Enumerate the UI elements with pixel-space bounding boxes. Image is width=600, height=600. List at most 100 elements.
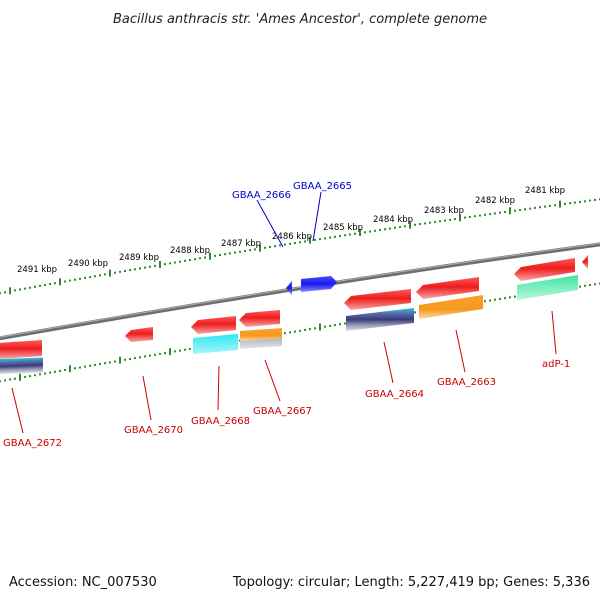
minor-tick (89, 364, 91, 367)
minor-tick (49, 371, 51, 374)
gene-label[interactable]: adP-1 (542, 359, 570, 370)
minor-tick (349, 233, 351, 236)
minor-tick (179, 260, 181, 263)
gene-label[interactable]: GBAA_2672 (3, 438, 62, 449)
minor-tick (0, 292, 1, 295)
gene-label[interactable]: GBAA_2663 (437, 377, 496, 388)
minor-tick (64, 369, 66, 371)
forward-genes (286, 255, 588, 295)
minor-tick (79, 366, 81, 369)
minor-tick (34, 374, 36, 377)
minor-tick (129, 269, 131, 272)
kbp-label: 2485 kbp (323, 223, 363, 233)
minor-tick (0, 380, 1, 383)
kbp-label: 2481 kbp (525, 186, 565, 196)
minor-tick (149, 265, 151, 268)
gene-arrow-red[interactable] (514, 258, 575, 281)
minor-tick (489, 213, 491, 216)
minor-tick (139, 356, 141, 359)
gene-label[interactable]: GBAA_2664 (365, 389, 424, 400)
outer-tick-track (0, 198, 600, 295)
minor-tick (354, 232, 356, 235)
gene-label[interactable]: GBAA_2668 (191, 416, 250, 427)
gene-arrow-red[interactable] (239, 310, 280, 327)
cds-stripe[interactable] (346, 308, 414, 331)
gene-label[interactable]: GBAA_2667 (253, 406, 312, 417)
minor-tick (449, 218, 451, 221)
minor-tick (294, 242, 296, 244)
map-title: Bacillus anthracis str. 'Ames Ancestor',… (113, 12, 487, 27)
minor-tick (4, 291, 6, 294)
minor-tick (429, 221, 431, 224)
minor-tick (539, 206, 541, 209)
leader-lines (11, 191, 557, 434)
minor-tick (204, 256, 206, 259)
gene-arrow-red[interactable] (416, 277, 479, 299)
major-tick (259, 244, 261, 252)
minor-tick (309, 328, 311, 331)
major-tick (319, 323, 321, 331)
cds-grey[interactable] (240, 338, 282, 349)
kbp-label: 2488 kbp (170, 246, 210, 256)
minor-tick (109, 361, 111, 364)
minor-tick (484, 300, 486, 303)
minor-tick (564, 202, 566, 205)
cds-orange[interactable] (419, 295, 483, 319)
minor-tick (499, 211, 501, 214)
minor-tick (329, 236, 331, 239)
gene-label[interactable]: GBAA_2666 (232, 190, 291, 201)
minor-tick (69, 279, 71, 282)
minor-tick (249, 249, 251, 252)
genome-backbone (0, 242, 600, 341)
kbp-label: 2482 kbp (475, 196, 515, 206)
minor-tick (404, 225, 406, 228)
minor-tick (364, 231, 366, 234)
gene-label[interactable]: GBAA_2670 (124, 425, 183, 436)
minor-tick (184, 348, 186, 351)
cds-cyan[interactable] (193, 334, 238, 354)
minor-tick (174, 350, 176, 353)
minor-tick (104, 362, 106, 365)
minor-tick (344, 234, 346, 237)
minor-tick (504, 211, 506, 213)
minor-tick (299, 241, 301, 244)
minor-tick (589, 284, 591, 286)
minor-tick (144, 266, 146, 269)
gene-arrow-red[interactable] (0, 340, 42, 359)
kbp-label: 2486 kbp (272, 232, 312, 242)
gene-arrow-red[interactable] (344, 289, 411, 310)
minor-tick (534, 206, 536, 209)
major-tick (9, 287, 11, 295)
cds-stripe[interactable] (0, 357, 43, 375)
gene-arrow-blue[interactable] (301, 276, 337, 292)
major-tick (209, 252, 211, 260)
minor-tick (509, 296, 511, 299)
minor-tick (99, 363, 101, 366)
minor-tick (299, 329, 301, 332)
minor-tick (134, 268, 136, 271)
gene-arrow-blue-small[interactable] (286, 281, 292, 295)
minor-tick (314, 327, 316, 330)
minor-tick (384, 228, 386, 231)
minor-tick (164, 263, 166, 266)
minor-tick (234, 251, 236, 254)
gene-label[interactable]: GBAA_2665 (293, 181, 352, 192)
major-tick (19, 373, 21, 381)
gene-arrow-red[interactable] (125, 327, 153, 342)
minor-tick (124, 270, 126, 272)
minor-tick (414, 311, 416, 314)
cds-orange[interactable] (240, 328, 282, 341)
minor-tick (339, 323, 341, 326)
major-tick (509, 207, 511, 215)
minor-tick (579, 285, 581, 288)
gene-arrow-red-edge[interactable] (582, 255, 588, 269)
minor-tick (64, 280, 66, 283)
minor-tick (324, 237, 326, 240)
kbp-label: 2490 kbp (68, 259, 108, 269)
minor-tick (469, 215, 471, 218)
major-tick (109, 269, 111, 277)
minor-tick (594, 283, 596, 286)
cds-green[interactable] (517, 275, 578, 300)
minor-tick (14, 377, 16, 380)
gene-arrow-red[interactable] (191, 316, 236, 334)
